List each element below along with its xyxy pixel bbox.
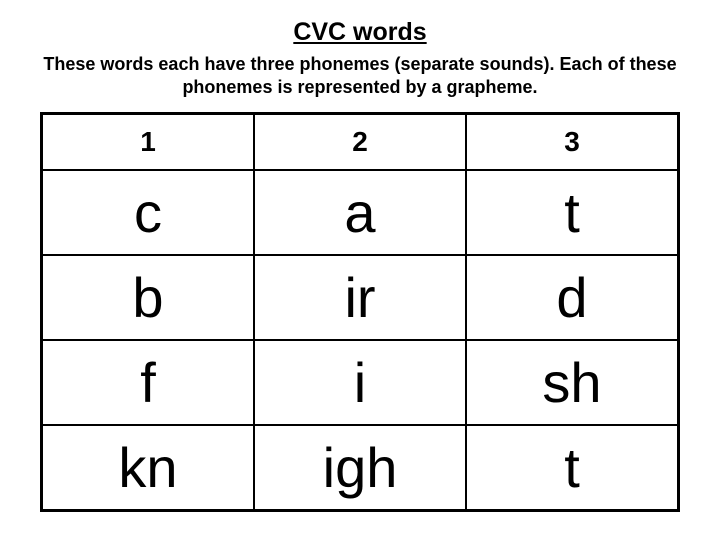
table-cell: d	[466, 255, 678, 340]
table-header: 3	[466, 114, 678, 170]
table-header: 1	[42, 114, 254, 170]
table-cell: igh	[254, 425, 466, 510]
table-cell: a	[254, 170, 466, 255]
table-cell: kn	[42, 425, 254, 510]
table-cell: sh	[466, 340, 678, 425]
phoneme-table: 1 2 3 c a t b ir d f i sh kn igh t	[40, 112, 680, 512]
table-cell: t	[466, 170, 678, 255]
table-cell: t	[466, 425, 678, 510]
table-cell: b	[42, 255, 254, 340]
table-cell: i	[254, 340, 466, 425]
table-cell: c	[42, 170, 254, 255]
page-description: These words each have three phonemes (se…	[40, 53, 680, 98]
page-title: CVC words	[0, 18, 720, 47]
table-cell: f	[42, 340, 254, 425]
table-cell: ir	[254, 255, 466, 340]
table-header: 2	[254, 114, 466, 170]
